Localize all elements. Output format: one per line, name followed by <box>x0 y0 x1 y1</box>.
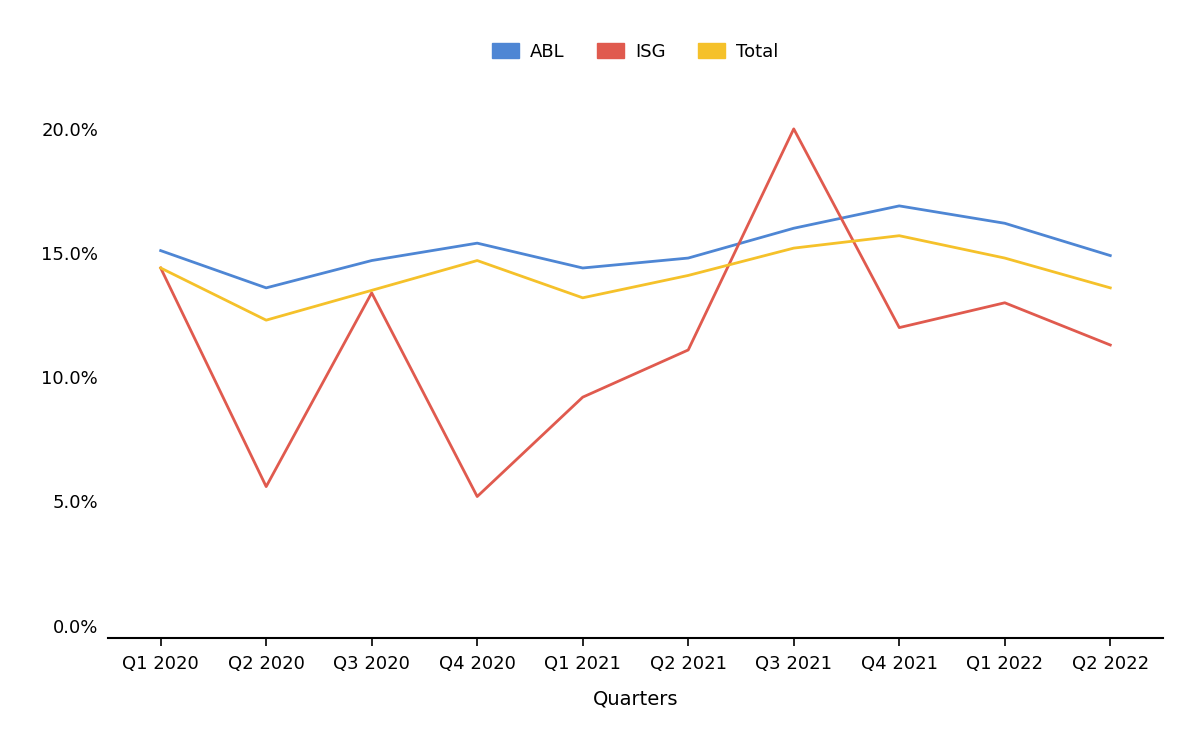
Legend: ABL, ISG, Total: ABL, ISG, Total <box>486 36 785 68</box>
X-axis label: Quarters: Quarters <box>592 689 679 709</box>
